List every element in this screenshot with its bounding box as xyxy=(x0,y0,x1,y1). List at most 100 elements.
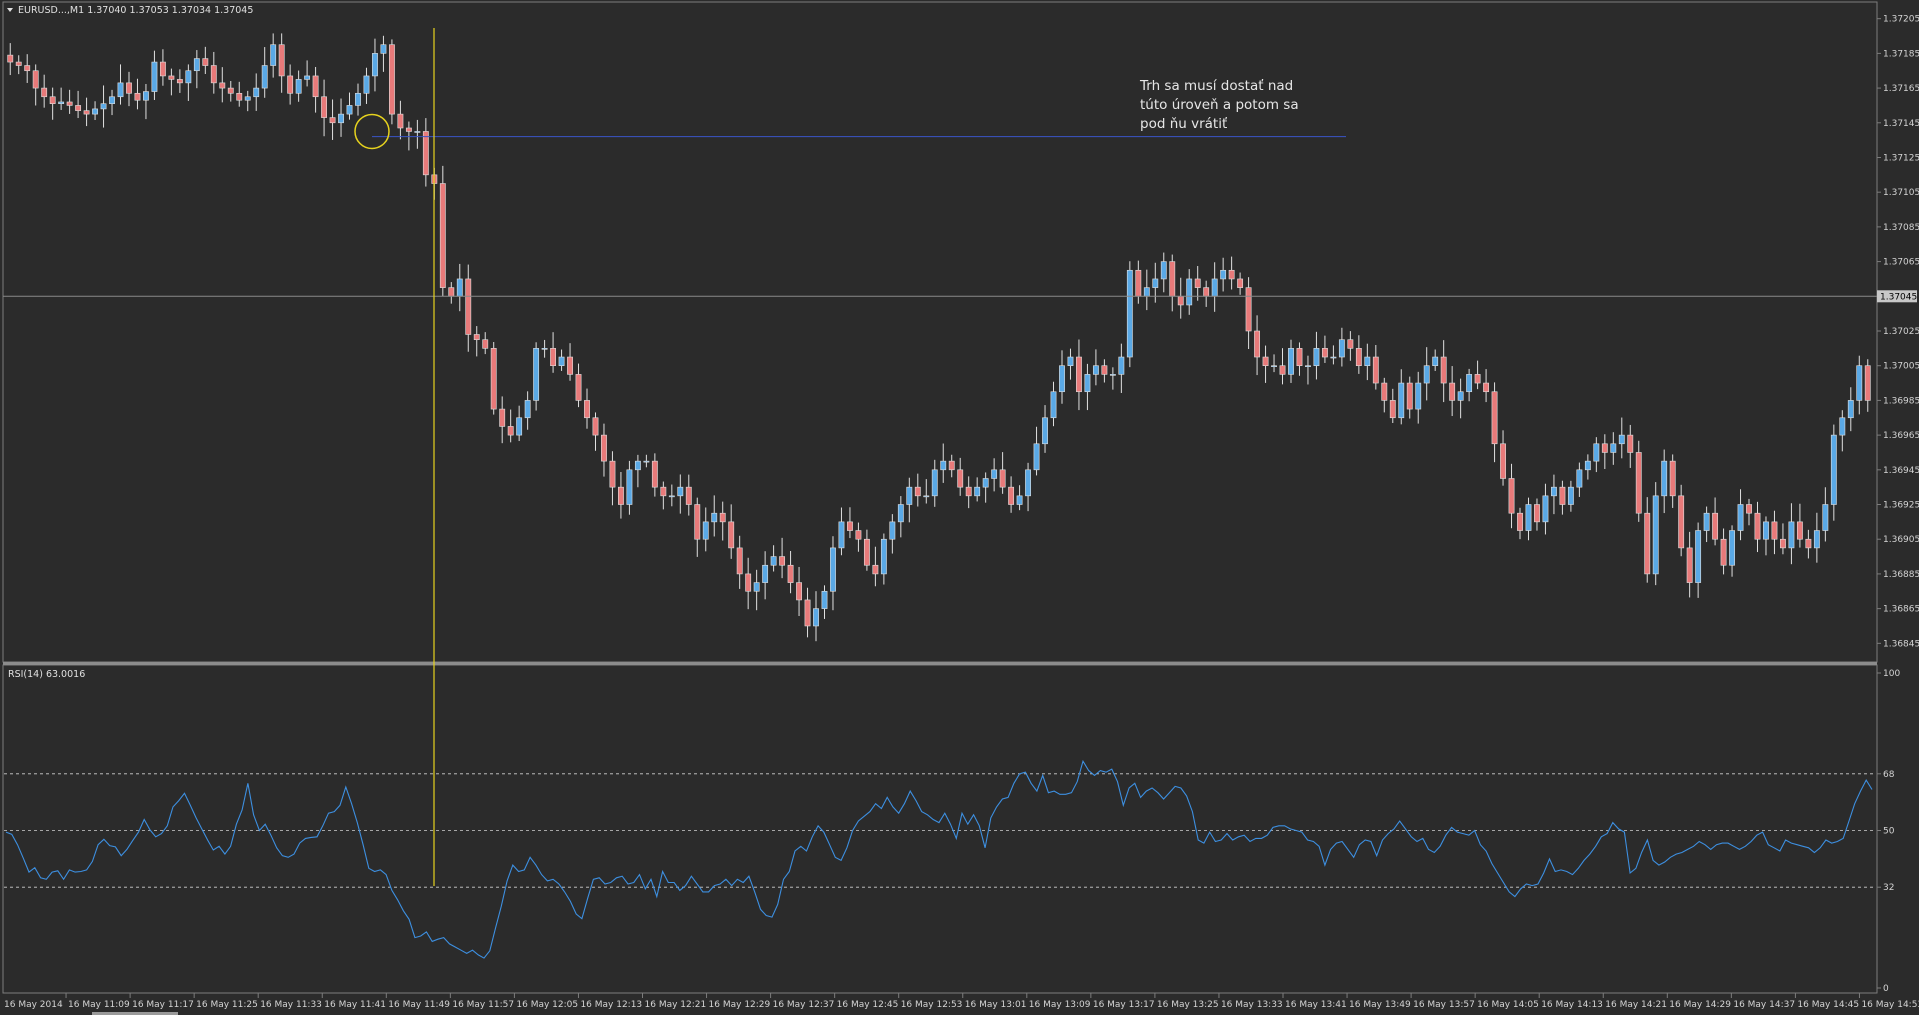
candle xyxy=(1525,497,1532,541)
candle xyxy=(414,119,421,149)
bear-candle-body xyxy=(1746,504,1752,514)
candle xyxy=(1067,348,1074,380)
bull-candle-body xyxy=(1652,495,1659,575)
bear-candle-body xyxy=(1262,356,1269,367)
bull-candle-body xyxy=(1830,434,1837,505)
triangle-down-icon[interactable] xyxy=(7,8,13,12)
candle xyxy=(1610,432,1617,465)
bear-candle-body xyxy=(1406,382,1413,410)
candlestick-series xyxy=(7,33,1871,642)
candle xyxy=(355,83,361,116)
bear-candle-body xyxy=(863,538,870,566)
candle xyxy=(609,451,616,506)
bear-candle-body xyxy=(1279,365,1286,375)
bear-candle-body xyxy=(1101,365,1108,375)
candle xyxy=(668,484,675,507)
candle xyxy=(1703,506,1710,543)
candle xyxy=(982,472,989,503)
bull-candle-body xyxy=(1330,356,1337,359)
candle xyxy=(66,89,73,114)
horizontal-scroll-thumb[interactable] xyxy=(92,1012,178,1015)
price-tick-label: 1.36845 xyxy=(1883,639,1919,649)
candle xyxy=(465,264,472,352)
bull-candle-body xyxy=(1788,521,1795,549)
candle xyxy=(1059,350,1065,404)
time-tick-label: 16 May 12:53 xyxy=(901,1000,963,1010)
bull-candle-body xyxy=(1542,495,1549,523)
bear-candle-body xyxy=(1245,287,1252,332)
bear-candle-body xyxy=(473,334,480,340)
bear-candle-body xyxy=(1864,365,1871,401)
candle xyxy=(1008,476,1015,513)
bear-candle-body xyxy=(202,58,209,66)
rsi-tick-label: 32 xyxy=(1883,883,1894,893)
price-tick-label: 1.36885 xyxy=(1883,570,1919,580)
bear-candle-body xyxy=(1347,339,1354,349)
candle xyxy=(1678,484,1685,557)
candle xyxy=(897,496,904,538)
candle xyxy=(329,99,336,140)
price-tick-label: 1.37065 xyxy=(1883,258,1919,268)
highlight-circle-marker[interactable] xyxy=(354,113,390,150)
candle xyxy=(711,495,718,537)
panel-splitter[interactable] xyxy=(3,662,1877,665)
bear-candle-body xyxy=(1796,521,1803,540)
candle xyxy=(439,165,446,297)
time-tick-label: 16 May 11:57 xyxy=(452,1000,514,1010)
bull-candle-body xyxy=(1211,278,1218,297)
candle xyxy=(923,479,930,504)
bull-candle-body xyxy=(770,556,777,566)
bull-candle-body xyxy=(1143,287,1150,297)
bear-candle-body xyxy=(236,92,243,101)
price-tick-label: 1.37025 xyxy=(1883,327,1919,337)
bull-candle-body xyxy=(295,79,302,94)
candle xyxy=(346,92,353,120)
candle xyxy=(1016,485,1023,511)
candle xyxy=(1271,354,1277,373)
candle xyxy=(1288,339,1294,383)
time-tick-label: 16 May 13:33 xyxy=(1221,1000,1283,1010)
candle xyxy=(999,452,1006,494)
current-price-box xyxy=(1877,290,1917,303)
candle xyxy=(1126,261,1133,368)
bear-candle-body xyxy=(1686,547,1693,583)
candle xyxy=(1661,449,1668,514)
candle xyxy=(1338,327,1345,367)
candle xyxy=(516,405,523,442)
bull-candle-body xyxy=(1432,356,1439,367)
bull-candle-body xyxy=(762,564,769,583)
bear-candle-body xyxy=(15,61,22,66)
price-axis: 1.37205 1.37185 1.37165 1.37145 1.37125 1.371… xyxy=(1877,15,1919,649)
candle xyxy=(1076,339,1082,411)
candle xyxy=(660,481,667,510)
chart-annotation[interactable]: Trh sa musí dostať nad túto úroveň a pot… xyxy=(1139,78,1299,132)
candle xyxy=(1381,377,1388,413)
candle xyxy=(1118,343,1125,393)
bull-candle-body xyxy=(58,101,65,104)
time-tick-label: 16 May 13:57 xyxy=(1413,1000,1475,1010)
time-tick-label: 16 May 11:33 xyxy=(260,1000,322,1010)
rsi-level-lines xyxy=(4,773,1876,888)
bull-candle-body xyxy=(897,504,904,523)
candle xyxy=(1508,463,1515,529)
candle xyxy=(1839,410,1846,452)
time-tick-label: 16 May 11:17 xyxy=(132,1000,194,1010)
candle xyxy=(1737,489,1744,541)
candle xyxy=(1618,417,1625,459)
bull-candle-body xyxy=(100,103,107,110)
bear-candle-body xyxy=(957,469,964,488)
price-tick-label: 1.37005 xyxy=(1883,362,1919,372)
candle xyxy=(126,71,132,107)
candle xyxy=(168,68,175,96)
candle xyxy=(1296,342,1303,376)
bull-candle-body xyxy=(626,469,633,505)
candle xyxy=(1313,331,1320,380)
candle xyxy=(1254,315,1260,376)
candle xyxy=(1763,516,1769,556)
candle xyxy=(1669,454,1676,508)
bull-candle-body xyxy=(1593,443,1600,462)
candle xyxy=(1440,340,1447,403)
candle xyxy=(567,343,573,381)
bear-candle-body xyxy=(1712,512,1719,540)
